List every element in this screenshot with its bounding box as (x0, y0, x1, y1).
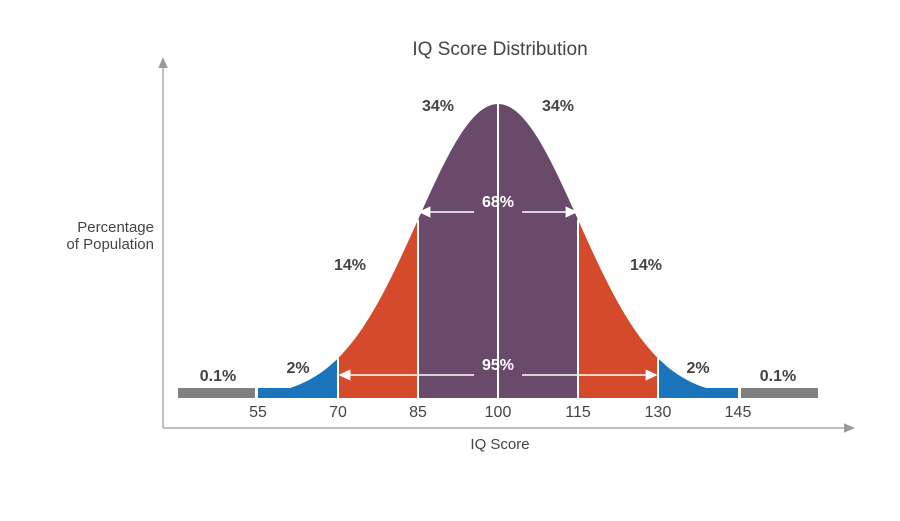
chart-title: IQ Score Distribution (412, 39, 587, 60)
band-percent-label-0: 0.1% (200, 368, 236, 385)
curve-band-4 (498, 104, 578, 398)
band-percent-label-1: 2% (286, 360, 309, 377)
x-axis-title: IQ Score (470, 436, 529, 453)
band-percent-label-6: 2% (686, 360, 709, 377)
x-tick-label-100: 100 (485, 404, 512, 421)
y-axis-title-line-2: of Population (66, 236, 154, 253)
span-arrows: 68% 95% (338, 194, 658, 381)
curve-band-3 (418, 104, 498, 398)
distribution-bands (178, 104, 818, 398)
span-label-1: 95% (482, 357, 514, 374)
curve-band-6 (658, 358, 738, 398)
x-tick-label-115: 115 (565, 404, 591, 421)
band-percent-labels: 0.1% 2% 14% 34% 34% 14% 2% 0.1% (200, 98, 796, 385)
curve-band-1 (258, 358, 338, 398)
x-tick-label-145: 145 (725, 404, 752, 421)
span-label-0: 68% (482, 194, 514, 211)
x-tick-label-130: 130 (645, 404, 672, 421)
curve-band-5 (578, 219, 658, 398)
x-tick-label-70: 70 (329, 404, 347, 421)
tail-band-0 (178, 388, 255, 398)
band-percent-label-3: 34% (422, 98, 454, 115)
divider-lines (337, 104, 659, 398)
band-percent-label-5: 14% (630, 257, 662, 274)
y-axis-title-line-1: Percentage (77, 219, 154, 236)
curve-band-2 (338, 219, 418, 398)
x-tick-label-85: 85 (409, 404, 427, 421)
band-percent-label-4: 34% (542, 98, 574, 115)
x-tick-labels: 55 70 85 100 115 130 145 (249, 404, 751, 421)
band-percent-label-7: 0.1% (760, 368, 796, 385)
x-tick-label-55: 55 (249, 404, 267, 421)
tail-band-7 (741, 388, 818, 398)
band-percent-label-2: 14% (334, 257, 366, 274)
